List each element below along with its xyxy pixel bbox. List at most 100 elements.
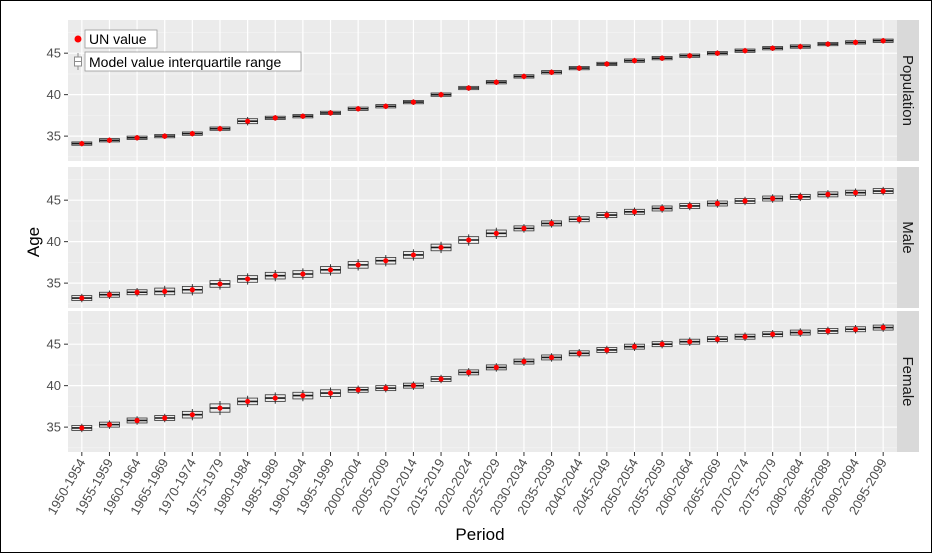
- un-value-point: [106, 422, 113, 428]
- y-tick-label: 35: [47, 420, 61, 435]
- y-tick-label: 45: [47, 337, 61, 352]
- un-value-point: [797, 194, 803, 200]
- un-value-point: [327, 267, 334, 273]
- panel-background: [68, 167, 897, 308]
- un-value-point: [604, 61, 610, 67]
- un-value-point: [604, 347, 610, 353]
- un-value-point: [217, 281, 223, 287]
- facet-strip: [897, 20, 919, 161]
- un-value-point: [410, 252, 417, 258]
- un-value-point: [852, 190, 859, 196]
- un-value-point: [742, 48, 748, 54]
- y-tick-label: 40: [47, 234, 61, 249]
- un-value-point: [438, 376, 444, 382]
- un-value-point: [189, 412, 195, 418]
- y-tick-label: 45: [47, 193, 61, 208]
- un-value-point: [245, 398, 251, 405]
- un-value-point: [162, 288, 168, 295]
- un-value-point: [687, 53, 693, 59]
- un-value-point: [189, 131, 195, 137]
- panels-group: 35 40 45 Population 35 40 45 Male 35 40 45 Female: [47, 20, 919, 456]
- un-value-point: [880, 38, 886, 44]
- un-value-point: [245, 276, 251, 282]
- un-value-point: [272, 395, 278, 401]
- un-value-point: [466, 237, 472, 243]
- un-value-point: [327, 390, 334, 396]
- un-value-point: [355, 106, 361, 112]
- facet-strip-label: Male: [899, 221, 916, 254]
- un-value-point: [631, 344, 638, 350]
- panel-background: [68, 311, 897, 452]
- un-value-point: [438, 92, 444, 98]
- facet-strip: [897, 311, 919, 452]
- un-value-point: [383, 258, 389, 264]
- facet-strip-label: Population: [899, 55, 916, 126]
- un-value-point: [245, 118, 251, 124]
- legend: UN value Model value interquartile range: [74, 29, 302, 72]
- un-value-point: [272, 273, 278, 279]
- un-value-point: [410, 99, 417, 105]
- un-value-point: [659, 55, 665, 61]
- un-value-point: [714, 336, 720, 342]
- un-value-point: [631, 209, 638, 215]
- panel-male: 35 40 45 Male: [47, 167, 919, 308]
- un-value-point: [825, 328, 831, 334]
- un-value-point: [162, 133, 168, 139]
- un-value-point: [300, 113, 306, 119]
- un-value-point: [742, 198, 748, 204]
- un-value-point: [355, 262, 361, 268]
- un-value-point: [383, 385, 389, 391]
- un-value-point: [134, 417, 140, 424]
- un-value-point: [79, 425, 85, 431]
- un-value-point: [272, 115, 278, 121]
- legend-un-value-label: UN value: [89, 31, 147, 47]
- un-value-point: [327, 110, 334, 116]
- un-value-point: [521, 358, 527, 365]
- un-value-point: [438, 244, 444, 251]
- un-value-point: [852, 39, 859, 45]
- un-value-point: [825, 41, 831, 47]
- x-tick-labels: 1950-19541955-19591960-19641965-19691970…: [44, 456, 889, 517]
- un-value-point: [659, 341, 665, 347]
- panel-background: [68, 20, 897, 161]
- un-value-point: [770, 45, 776, 51]
- un-value-point: [217, 405, 223, 411]
- un-value-point: [742, 334, 748, 340]
- un-value-point: [466, 85, 472, 91]
- legend-iqr-label: Model value interquartile range: [89, 54, 281, 70]
- un-value-point: [134, 289, 140, 295]
- un-value-point: [576, 65, 582, 71]
- un-value-point: [355, 387, 361, 393]
- un-value-point: [410, 383, 417, 389]
- un-value-point: [79, 140, 85, 147]
- y-tick-label: 40: [47, 378, 61, 393]
- legend-un-value-box: [84, 29, 158, 49]
- un-value-point: [714, 200, 720, 207]
- x-axis-title: Period: [455, 525, 504, 544]
- facet-strip-label: Female: [899, 356, 916, 406]
- un-value-point: [106, 292, 113, 298]
- un-value-point: [576, 216, 582, 222]
- y-tick-label: 35: [47, 276, 61, 291]
- y-tick-label: 45: [47, 46, 61, 61]
- un-value-point: [521, 73, 527, 79]
- un-value-point: [548, 69, 555, 75]
- un-value-point: [106, 137, 113, 143]
- un-value-point: [770, 195, 776, 202]
- un-value-point: [521, 225, 527, 231]
- facet-strip: [897, 167, 919, 308]
- y-axis-title: Age: [24, 227, 43, 257]
- un-value-point: [383, 103, 389, 109]
- un-value-point: [493, 79, 499, 85]
- un-value-point: [576, 350, 582, 356]
- un-value-point: [825, 191, 831, 197]
- panel-female: 35 40 45 Female: [47, 311, 919, 456]
- un-value-point: [797, 43, 803, 50]
- un-value-point: [604, 212, 610, 218]
- panel-population: 35 40 45 Population: [47, 20, 919, 161]
- legend-iqr-box: [84, 51, 302, 72]
- un-value-point: [852, 326, 859, 332]
- un-value-point: [162, 415, 168, 421]
- un-value-point: [687, 203, 693, 209]
